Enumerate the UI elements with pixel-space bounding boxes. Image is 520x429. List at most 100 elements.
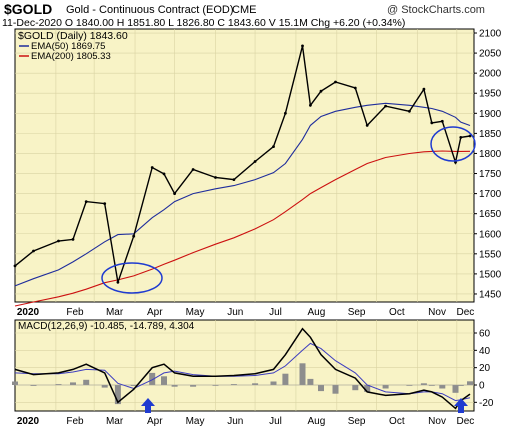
price-point [353, 86, 357, 90]
macd-histogram-bar [252, 383, 259, 385]
macd-histogram-bar [212, 385, 219, 386]
x-tick-label: Apr [147, 307, 163, 318]
macd-histogram-bar [352, 385, 359, 391]
price-point [57, 239, 60, 243]
x-tick-label: Sep [348, 416, 366, 427]
legend-ema200-label: EMA(200) 1805.33 [31, 51, 111, 62]
price-panel: 1450 1500 1550 1600 1650 1700 1750 1800 1850 1900… [13, 28, 502, 318]
macd-histogram-bar [230, 384, 237, 385]
panel-background [14, 319, 475, 412]
price-point [71, 238, 75, 241]
macd-histogram-bar [299, 363, 306, 385]
price-point [319, 89, 323, 93]
macd-histogram-bar [282, 373, 289, 385]
price-point [334, 80, 337, 84]
ema50-line [14, 102, 471, 287]
x-tick-label: Jul [269, 416, 282, 427]
macd-histogram-bar [457, 385, 464, 386]
y-tick-label: 40 [479, 346, 491, 357]
x-tick-label: Apr [147, 416, 163, 427]
y-tick-label: 2050 [479, 49, 502, 60]
price-point [116, 280, 120, 284]
y-tick-label: -20 [479, 398, 494, 409]
macd-histogram-bar [467, 381, 473, 385]
x-tick-label: Dec [457, 307, 475, 318]
price-point [253, 160, 257, 163]
legend-price-title: $GOLD (Daily) 1843.60 [18, 30, 128, 42]
november-low-circle [430, 126, 476, 162]
y-tick-label: 1900 [479, 109, 502, 120]
y-tick-label: 1800 [479, 149, 502, 160]
macd-histogram-bar [364, 385, 371, 392]
macd-histogram-bar [30, 385, 37, 386]
x-tick-label: May [186, 307, 205, 318]
price-point [191, 168, 195, 171]
x-tick-label: Mar [106, 307, 124, 318]
macd-signal-line [14, 342, 471, 402]
macd-histogram-bar [420, 383, 427, 385]
x-tick-label: Feb [66, 416, 84, 427]
x-tick-label: 2020 [17, 416, 40, 427]
price-point [408, 109, 411, 113]
macd-histogram-bar [382, 385, 389, 389]
price-point [84, 200, 88, 204]
annotations [101, 126, 476, 413]
x-tick-label: Mar [106, 416, 124, 427]
x-tick-label: Sep [348, 307, 366, 318]
y-tick-label: 1550 [479, 249, 502, 260]
y-tick-label: 1650 [479, 209, 502, 220]
y-tick-label: 1500 [479, 269, 502, 280]
stockcharts-watermark: @ StockCharts.com [387, 4, 485, 16]
macd-histogram-bar [332, 385, 339, 394]
price-point [13, 264, 17, 268]
macd-line [14, 327, 471, 410]
chart-exchange: CME [232, 4, 257, 16]
y-tick-label: 2000 [479, 69, 502, 80]
price-point [32, 249, 35, 253]
legend-ema50-label: EMA(50) 1869.75 [31, 41, 105, 52]
macd-histogram-bar [406, 385, 413, 386]
macd-histogram-bar [130, 385, 137, 386]
macd-panel: -20 0 20 40 60 2020 Feb Mar Apr May Jun Jul Aug Sep Oc… [12, 319, 494, 427]
march-low-circle [101, 262, 163, 294]
price-point [365, 124, 369, 127]
macd-histogram-bar [55, 384, 62, 385]
x-tick-label: Nov [428, 307, 446, 318]
price-point [440, 119, 444, 123]
macd-histogram-bar [428, 385, 435, 386]
y-tick-label: 0 [479, 381, 485, 392]
price-point [162, 172, 166, 176]
y-tick-label: 2100 [479, 29, 502, 40]
x-tick-label: 2020 [17, 307, 40, 318]
chart-symbol-title: $GOLD [4, 1, 53, 17]
macd-histogram-bar [101, 385, 108, 388]
april-buy-arrow [141, 398, 155, 413]
chart-description: Gold - Continuous Contract (EOD) [66, 4, 234, 16]
x-tick-label: Nov [428, 416, 446, 427]
x-tick-label: Aug [307, 307, 325, 318]
ema200-line [14, 150, 471, 307]
macd-histogram-bar [70, 382, 76, 385]
y-tick-label: 1700 [479, 189, 502, 200]
macd-histogram-bar [161, 376, 167, 385]
macd-histogram-bar [83, 379, 90, 385]
macd-histogram-bar [318, 385, 324, 392]
price-point [309, 103, 312, 107]
y-tick-label: 1850 [479, 129, 502, 140]
macd-histogram-bar [190, 385, 197, 387]
macd-histogram-bar [439, 385, 446, 389]
price-point [384, 104, 387, 108]
x-tick-label: Jun [227, 416, 243, 427]
price-point [214, 176, 217, 179]
x-tick-label: Dec [457, 416, 475, 427]
macd-histogram-bar [171, 385, 178, 387]
y-tick-label: 1450 [479, 289, 502, 300]
y-tick-label: 1600 [479, 229, 502, 240]
price-point [103, 202, 107, 206]
macd-histogram-bar [114, 385, 121, 405]
x-tick-label: Feb [66, 307, 84, 318]
macd-histogram-bar [452, 385, 459, 393]
price-point [284, 111, 287, 115]
